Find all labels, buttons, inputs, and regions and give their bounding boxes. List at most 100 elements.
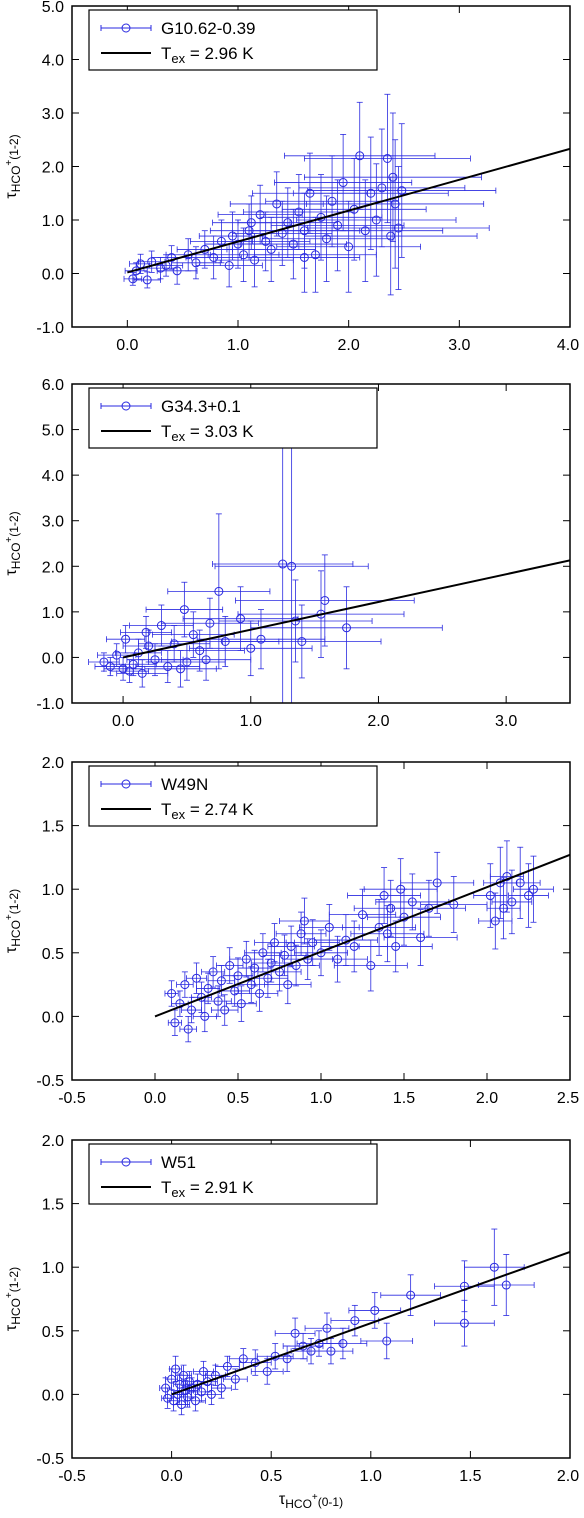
x-tick-label: 3.0 [495,713,517,730]
y-tick-label: 0.0 [42,1009,64,1026]
y-tick-label-part: 0.5 [42,946,64,963]
y-tick-label: 1.0 [42,882,64,899]
data-point [489,1262,499,1272]
y-tick-label-part: 1.5 [42,1197,64,1214]
data-point [201,655,211,665]
y-axis-label-part: (1-2) [7,1267,21,1292]
data-point [393,223,403,233]
y-tick-label: -0.5 [36,1451,64,1468]
fit-line [127,147,570,274]
legend-fit-label-part: ex [171,51,185,66]
legend-box [88,1143,378,1205]
x-tick-label: -0.5 [58,1468,86,1485]
y-tick-label: 4.0 [42,53,64,70]
data-point [290,1328,300,1338]
y-tick-label: 1.0 [42,213,64,230]
data-point [379,891,389,901]
data-point [227,231,237,241]
x-tick-label-part: 1.0 [310,1090,332,1107]
data-point [299,252,309,262]
legend: G10.62-0.39 Tex = 2.96 K [88,9,378,71]
data-point [179,605,189,615]
data-point [191,1396,201,1406]
data-point [407,897,417,907]
data-point [224,260,234,270]
data-series [123,93,570,296]
panel-4: -0.5 0.0 0.5 1.0 1.5 2.0-0.50.00.51.01.52.0τH… [3,1133,579,1511]
data-point [187,1005,197,1015]
data-point [296,929,306,939]
x-axis-label-part: (0-1) [318,1495,343,1509]
data-point [180,980,190,990]
data-point [208,967,218,977]
y-axis-label-part: (1-2) [7,134,21,159]
plot-frame [71,383,571,704]
data-point [266,958,276,968]
data-point [366,188,376,198]
data-point [105,662,115,672]
data-point [236,614,246,624]
legend: G34.3+0.1 Tex = 3.03 K [88,387,378,449]
y-axis-label-part: HCO [9,166,23,193]
x-tick-label: 1.5 [459,1468,481,1485]
y-tick-label-part: -0.5 [36,1451,64,1468]
x-tick-label: 0.0 [160,1468,182,1485]
data-point [370,1305,380,1315]
legend-source-label: W49N [161,775,208,794]
panel-2: 0.0 1.0 2.0 3.0 -1.0 0.0 1.0 2.0 3.0 4.0 5.0 6.0 τHC… [3,377,571,730]
y-tick-label: 1.5 [42,819,64,836]
data-point [432,878,442,888]
data-point [246,980,256,990]
legend-fit-label: Tex = 2.91 K [161,1178,254,1200]
plot-frame [71,1139,571,1459]
data-series [88,417,570,703]
x-tick-label-part: 0.5 [260,1468,282,1485]
x-tick-label: 0.5 [260,1468,282,1485]
y-tick-label-part: 4.0 [42,53,64,70]
legend-marker [121,23,131,33]
data-point [338,178,348,188]
data-point [350,1316,360,1326]
y-tick-label: 3.0 [42,514,64,531]
data-point [255,989,265,999]
y-tick-label-part: 2.0 [42,160,64,177]
y-tick-label: 0.0 [42,267,64,284]
y-tick-label-part: 0.0 [42,650,64,667]
panel-3: -0.5 0.0 0.5 1.0 1.5 2.0 2.5 -0.5 0.0 0.5 1.0 1.5 2.… [3,755,579,1107]
data-point [349,941,359,951]
legend: W51 Tex = 2.91 K [88,1143,378,1205]
data-point [333,954,343,964]
data-point [282,1354,292,1364]
data-point [333,220,343,230]
data-point [528,884,538,894]
data-point [524,891,533,901]
y-tick-label-part: 1.5 [42,819,64,836]
data-point [294,207,304,217]
y-axis-label: τHCO+(1-2) [3,134,23,198]
data-point [233,971,243,981]
data-point [490,916,500,926]
data-point [137,668,147,678]
x-tick-label: 1.0 [240,713,262,730]
y-tick-label-part: 0.5 [42,1324,64,1341]
x-tick-label-part: 1.0 [227,337,249,354]
y-tick-label-part: 2.0 [42,1133,64,1150]
data-point [371,215,381,225]
legend-fit-label: Tex = 2.96 K [161,44,254,66]
y-tick-label: 2.0 [42,160,64,177]
x-tick-label: -0.5 [58,1090,86,1107]
fit-line [122,559,570,659]
legend-fit-label-part: T [161,422,171,441]
legend-fit-label-part: T [161,800,171,819]
y-tick-label: 1.5 [42,1197,64,1214]
data-point [241,954,251,964]
data-point [200,1011,210,1021]
y-axis-label-part: τ [3,946,20,953]
data-point [222,1361,232,1371]
y-tick-label: 0.0 [42,1387,64,1404]
x-tick-label: 3.0 [448,337,470,354]
data-point [287,561,297,571]
data-point [216,976,226,986]
data-point [209,252,219,262]
x-tick-label-part: 0.0 [112,713,134,730]
